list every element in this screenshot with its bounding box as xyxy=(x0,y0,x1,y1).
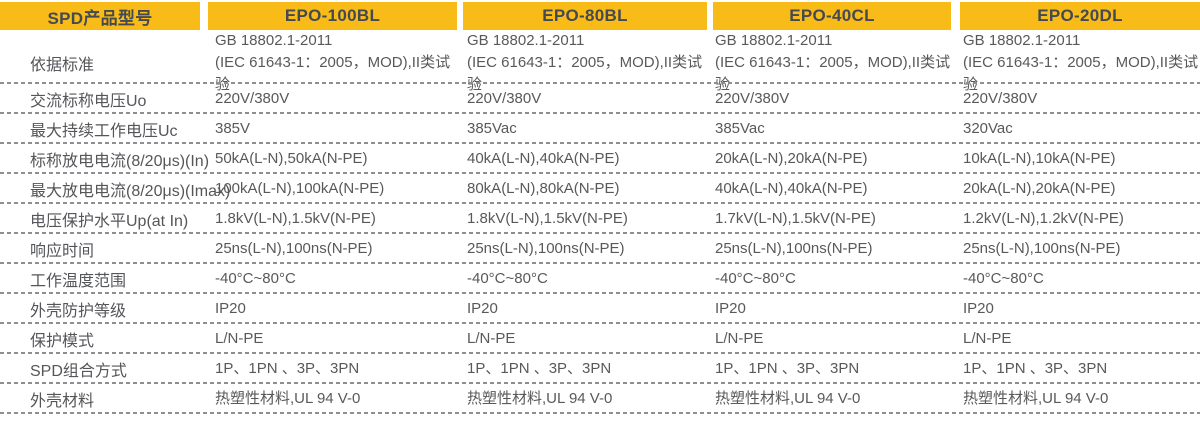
cell-value: 20kA(L-N),20kA(N-PE) xyxy=(715,150,868,168)
cell-value: IP20 xyxy=(715,300,746,318)
cell-value: L/N-PE xyxy=(715,330,764,348)
cell-value: 1P、1PN 、3P、3PN xyxy=(715,360,860,378)
table-row-ip-rating: 外壳防护等级 IP20 IP20 IP20 IP20 xyxy=(0,294,1200,324)
table-row-nominal-voltage: 交流标称电压Uo 220V/380V 220V/380V 220V/380V 2… xyxy=(0,84,1200,114)
spd-spec-table: SPD产品型号 EPO-100BL EPO-80BL EPO-40CL EPO-… xyxy=(0,2,1200,414)
header-product-epo-80bl: EPO-80BL xyxy=(463,2,707,30)
table-header-row: SPD产品型号 EPO-100BL EPO-80BL EPO-40CL EPO-… xyxy=(0,2,1200,30)
cell-value: 热塑性材料,UL 94 V-0 xyxy=(467,390,613,408)
cell-value: 320Vac xyxy=(963,120,1013,138)
cell-value: 220V/380V xyxy=(467,90,542,108)
table-row-voltage-protection-level: 电压保护水平Up(at In) 1.8kV(L-N),1.5kV(N-PE) 1… xyxy=(0,204,1200,234)
header-product-epo-20dl: EPO-20DL xyxy=(960,2,1200,30)
row-label: 依据标准 xyxy=(30,56,95,74)
table-row-housing-material: 外壳材料 热塑性材料,UL 94 V-0 热塑性材料,UL 94 V-0 热塑性… xyxy=(0,384,1200,414)
cell-value: 220V/380V xyxy=(215,90,290,108)
row-label: 标称放电电流(8/20μs)(In) xyxy=(30,153,210,170)
table-row-max-discharge-current: 最大放电电流(8/20μs)(Imax) 100kA(L-N),100kA(N-… xyxy=(0,174,1200,204)
cell-value: IP20 xyxy=(215,300,246,318)
cell-value: 1.2kV(L-N),1.2kV(N-PE) xyxy=(963,210,1124,228)
header-product-epo-100bl: EPO-100BL xyxy=(208,2,457,30)
cell-value: 220V/380V xyxy=(715,90,790,108)
table-row-protection-mode: 保护模式 L/N-PE L/N-PE L/N-PE L/N-PE xyxy=(0,324,1200,354)
row-label: 交流标称电压Uo xyxy=(30,93,147,110)
header-product-epo-40cl: EPO-40CL xyxy=(713,2,951,30)
cell-value: 1P、1PN 、3P、3PN xyxy=(467,360,612,378)
table-row-max-continuous-voltage: 最大持续工作电压Uc 385V 385Vac 385Vac 320Vac xyxy=(0,114,1200,144)
table-row-response-time: 响应时间 25ns(L-N),100ns(N-PE) 25ns(L-N),100… xyxy=(0,234,1200,264)
cell-value: GB 18802.1-2011 (IEC 61643-1：2005，MOD),I… xyxy=(715,32,951,93)
cell-value: 25ns(L-N),100ns(N-PE) xyxy=(963,240,1121,258)
cell-value: L/N-PE xyxy=(467,330,516,348)
cell-value: -40°C~80°C xyxy=(715,270,796,288)
cell-value: -40°C~80°C xyxy=(215,270,296,288)
row-label: 最大持续工作电压Uc xyxy=(30,123,178,140)
table-row-spd-combination: SPD组合方式 1P、1PN 、3P、3PN 1P、1PN 、3P、3PN 1P… xyxy=(0,354,1200,384)
cell-value: L/N-PE xyxy=(963,330,1012,348)
cell-value: GB 18802.1-2011 (IEC 61643-1：2005，MOD),I… xyxy=(963,32,1199,93)
cell-value: 80kA(L-N),80kA(N-PE) xyxy=(467,180,620,198)
cell-value: 50kA(L-N),50kA(N-PE) xyxy=(215,150,368,168)
header-label-column: SPD产品型号 xyxy=(0,2,200,30)
cell-value: 385Vac xyxy=(715,120,765,138)
cell-value: 1.8kV(L-N),1.5kV(N-PE) xyxy=(467,210,628,228)
cell-value: 1.8kV(L-N),1.5kV(N-PE) xyxy=(215,210,376,228)
cell-value: 1P、1PN 、3P、3PN xyxy=(963,360,1108,378)
cell-value: 100kA(L-N),100kA(N-PE) xyxy=(215,180,385,198)
cell-value: -40°C~80°C xyxy=(467,270,548,288)
cell-value: 40kA(L-N),40kA(N-PE) xyxy=(467,150,620,168)
cell-value: 热塑性材料,UL 94 V-0 xyxy=(715,390,861,408)
cell-value: 1.7kV(L-N),1.5kV(N-PE) xyxy=(715,210,876,228)
cell-value: 385Vac xyxy=(467,120,517,138)
row-label: 外壳材料 xyxy=(30,393,95,410)
cell-value: IP20 xyxy=(467,300,498,318)
table-row-standard: 依据标准 GB 18802.1-2011 (IEC 61643-1：2005，M… xyxy=(0,30,1200,93)
table-row-operating-temperature: 工作温度范围 -40°C~80°C -40°C~80°C -40°C~80°C … xyxy=(0,264,1200,294)
cell-value: -40°C~80°C xyxy=(963,270,1044,288)
cell-value: 25ns(L-N),100ns(N-PE) xyxy=(715,240,873,258)
row-label: 电压保护水平Up(at In) xyxy=(30,213,189,230)
table-row-nominal-discharge-current: 标称放电电流(8/20μs)(In) 50kA(L-N),50kA(N-PE) … xyxy=(0,144,1200,174)
cell-value: 25ns(L-N),100ns(N-PE) xyxy=(215,240,373,258)
cell-value: 10kA(L-N),10kA(N-PE) xyxy=(963,150,1116,168)
row-label: 响应时间 xyxy=(30,243,95,260)
cell-value: GB 18802.1-2011 (IEC 61643-1：2005，MOD),I… xyxy=(215,32,451,93)
row-label: 最大放电电流(8/20μs)(Imax) xyxy=(30,183,231,200)
cell-value: GB 18802.1-2011 (IEC 61643-1：2005，MOD),I… xyxy=(467,32,703,93)
row-label: 保护模式 xyxy=(30,333,95,350)
cell-value: 25ns(L-N),100ns(N-PE) xyxy=(467,240,625,258)
cell-value: IP20 xyxy=(963,300,994,318)
cell-value: 20kA(L-N),20kA(N-PE) xyxy=(963,180,1116,198)
cell-value: 220V/380V xyxy=(963,90,1038,108)
row-label: 外壳防护等级 xyxy=(30,303,127,320)
cell-value: 385V xyxy=(215,120,251,138)
cell-value: L/N-PE xyxy=(215,330,264,348)
cell-value: 1P、1PN 、3P、3PN xyxy=(215,360,360,378)
row-label: 工作温度范围 xyxy=(30,273,127,290)
cell-value: 40kA(L-N),40kA(N-PE) xyxy=(715,180,868,198)
cell-value: 热塑性材料,UL 94 V-0 xyxy=(215,390,361,408)
cell-value: 热塑性材料,UL 94 V-0 xyxy=(963,390,1109,408)
row-label: SPD组合方式 xyxy=(30,363,127,380)
